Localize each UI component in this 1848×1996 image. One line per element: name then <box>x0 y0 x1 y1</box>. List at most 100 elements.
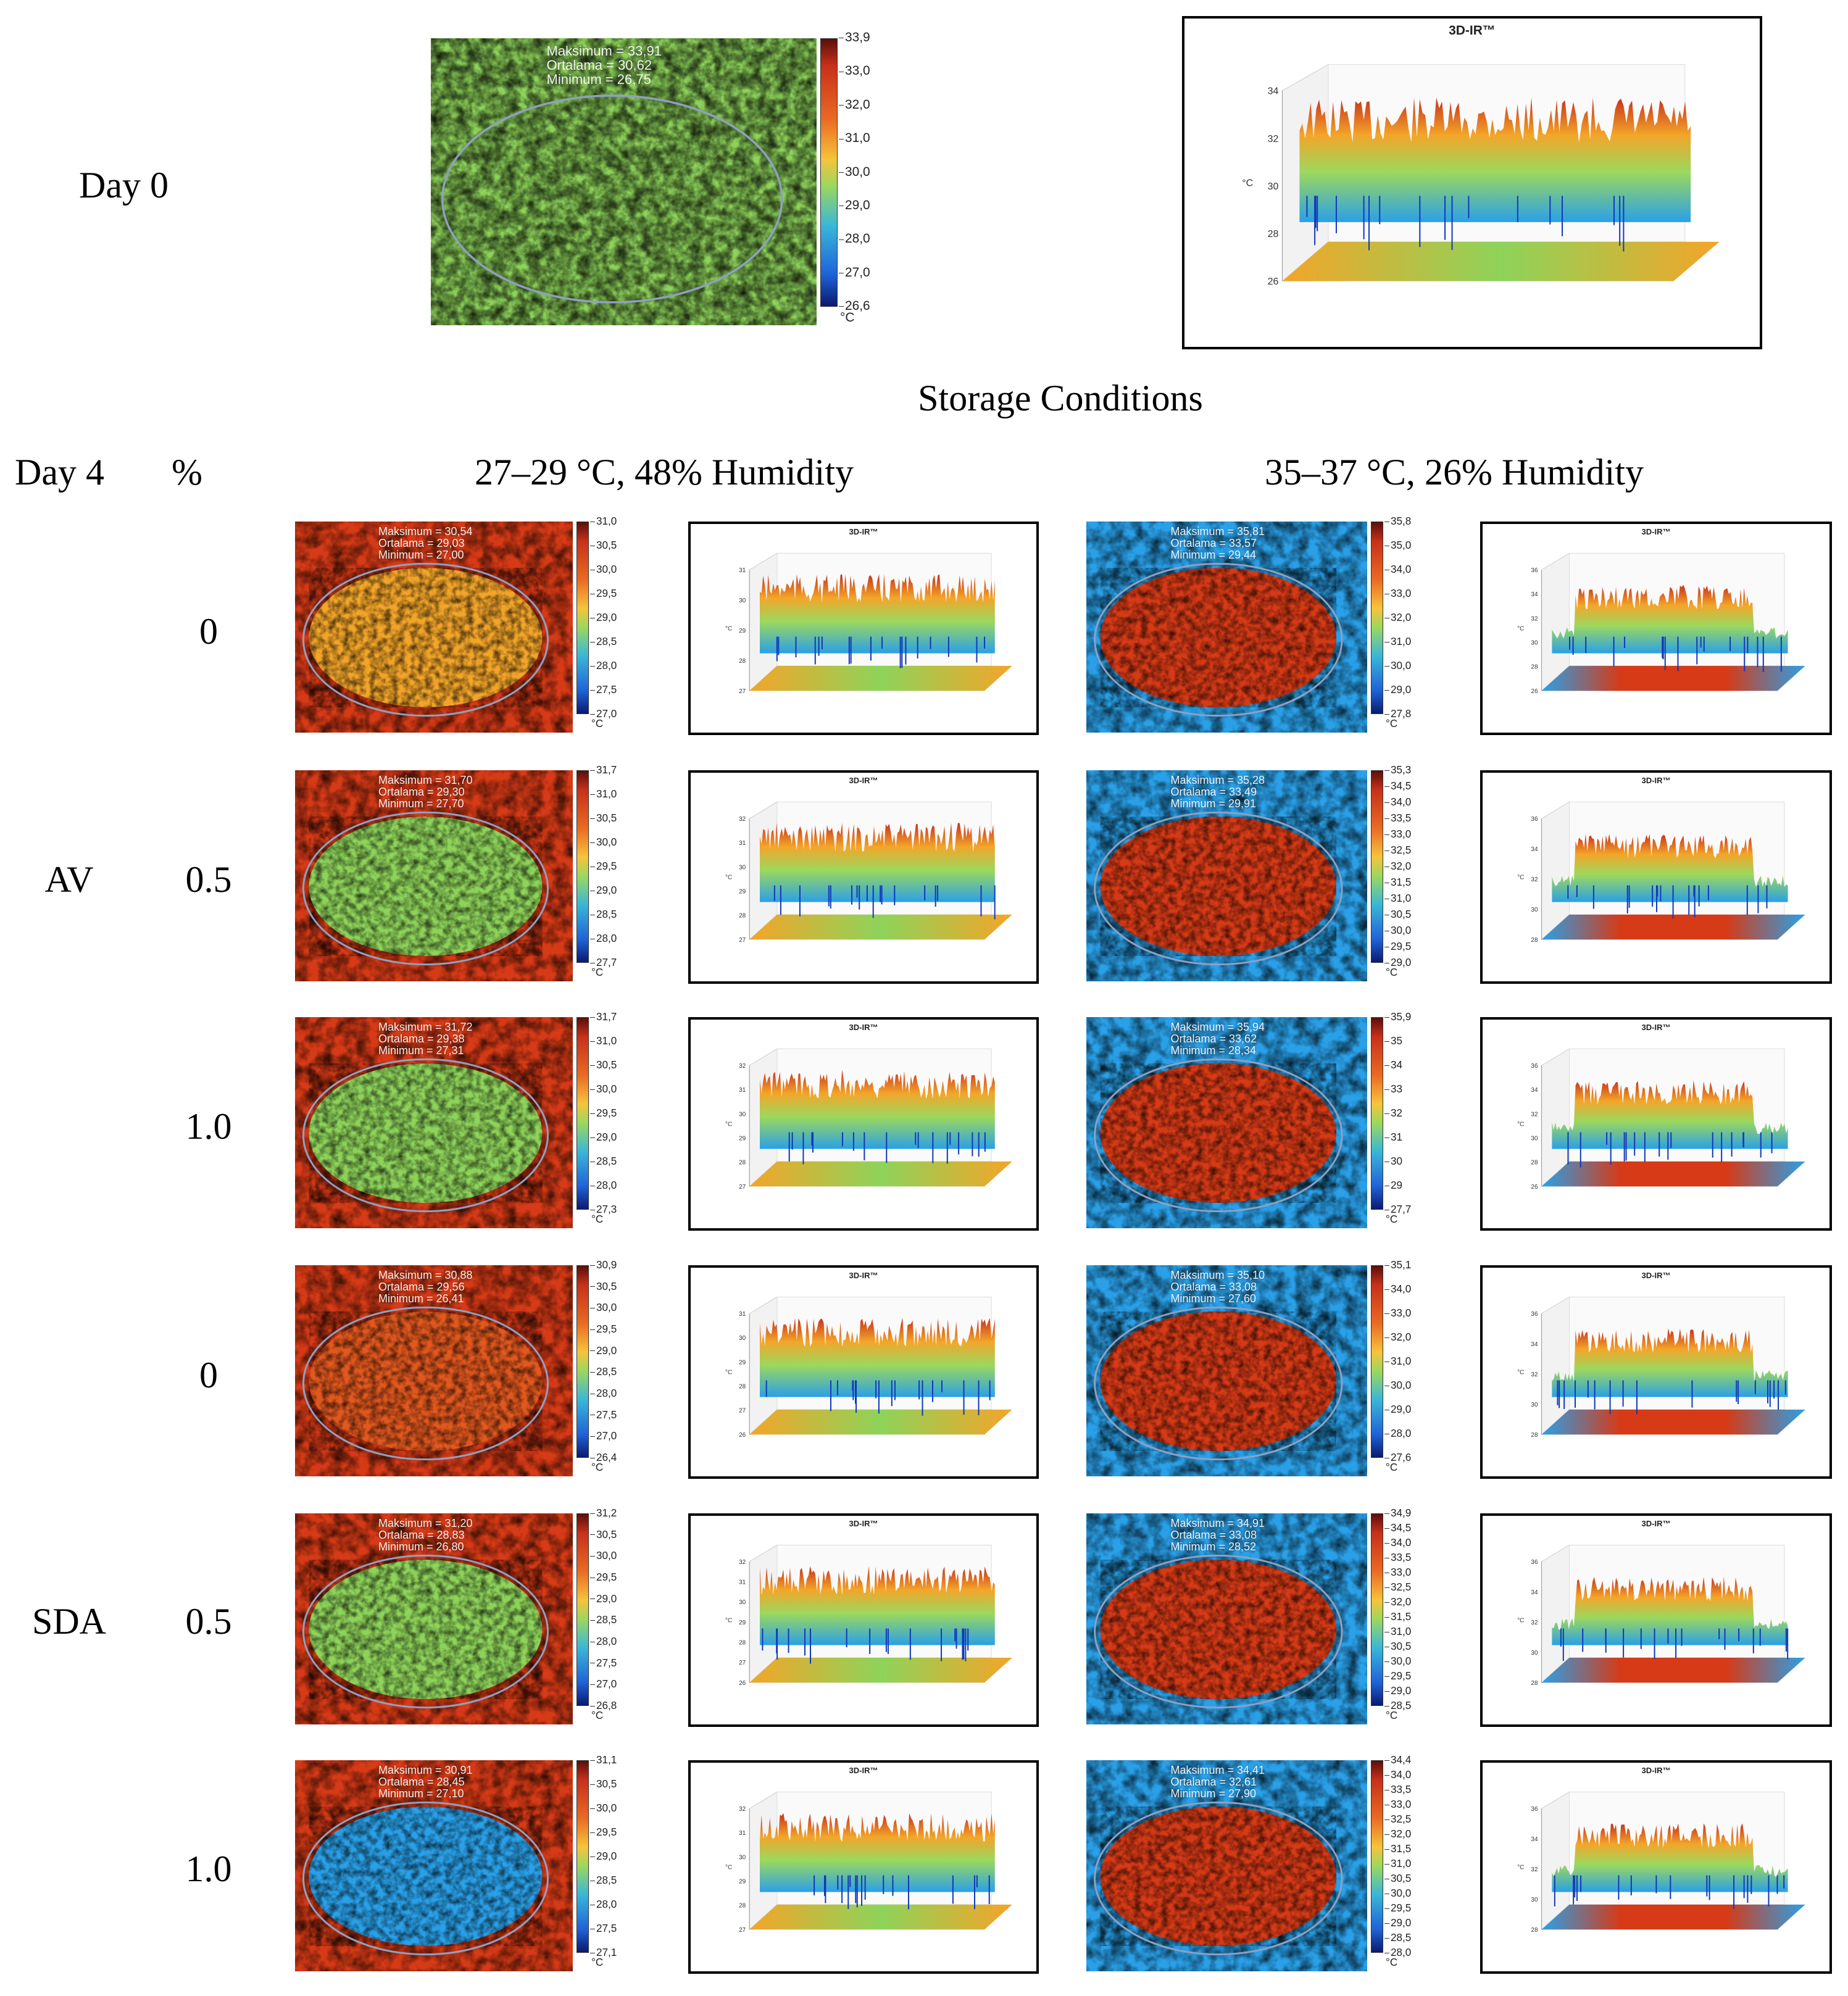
thermal-image: Maksimum = 31,20 Ortalama = 28,83 Minimum … <box>295 1508 659 1749</box>
group-label-sda: SDA <box>31 1601 107 1642</box>
temperature-stats: Maksimum = 33,91 Ortalama = 30,62 Minimum … <box>547 44 662 86</box>
axis-unit-label: °C <box>725 625 732 632</box>
scale-tick-label: 30,0 <box>839 164 870 179</box>
color-scale-bar <box>576 1265 589 1458</box>
axis-tick-label: 34 <box>1531 846 1538 853</box>
thermal-image: Maksimum = 34,91 Ortalama = 33,08 Minimum … <box>1086 1508 1454 1749</box>
axis-tick-label: 29 <box>739 1878 746 1885</box>
scale-tick-label: 27,3 <box>589 1204 617 1215</box>
temperature-stats: Maksimum = 34,41 Ortalama = 32,61 Minimum … <box>1171 1764 1265 1800</box>
axis-tick-label: 32 <box>1531 876 1538 883</box>
axis-unit-label: °C <box>1517 874 1524 881</box>
temperature-stats: Maksimum = 30,54 Ortalama = 29,03 Minimum … <box>378 525 473 561</box>
row-percent-1: 0 <box>199 611 218 652</box>
axis-tick-label: 27 <box>739 1927 746 1934</box>
stat-line: Maksimum = 30,88 <box>378 1268 473 1281</box>
temperature-stats: Maksimum = 31,20 Ortalama = 28,83 Minimum … <box>378 1516 473 1553</box>
scale-tick-label: 29,0 <box>1384 1917 1412 1929</box>
scale-tick-label: 30,5 <box>589 812 617 824</box>
color-scale-bar <box>576 522 589 714</box>
axis-tick-label: 36 <box>1531 1806 1538 1813</box>
thermal-heatmap <box>295 522 573 733</box>
stat-line: Maksimum = 31,70 <box>378 773 473 786</box>
scale-tick-label: 34,0 <box>1384 1283 1412 1295</box>
scale-tick-label: 33,5 <box>1384 1552 1412 1563</box>
scale-tick-label: 27,0 <box>839 265 870 280</box>
plot-title: 3D-IR™ <box>1641 527 1671 537</box>
stat-line: Maksimum = 30,91 <box>378 1763 473 1776</box>
3d-ir-plot: 3D-IR™ 31 30 29 28 27 26 °C <box>688 1265 1039 1479</box>
temperature-stats: Maksimum = 35,28 Ortalama = 33,49 Minimum … <box>1171 774 1265 810</box>
scale-unit-label: °C <box>1386 718 1398 730</box>
surface-plot: 31 30 29 28 27 26 °C <box>725 1296 1012 1439</box>
scale-tick-label: 29,5 <box>589 1826 617 1838</box>
scale-tick-label: 29,0 <box>589 612 617 623</box>
scale-tick-label: 32 <box>1384 1107 1403 1119</box>
thermal-heatmap <box>295 1760 573 1971</box>
scale-tick-label: 29,0 <box>589 1592 617 1605</box>
axis-tick-label: 28 <box>739 913 746 920</box>
scale-tick-label: 31,0 <box>589 788 617 800</box>
axis-tick-label: 31 <box>739 1087 746 1094</box>
scale-tick-label: 33,0 <box>1384 588 1412 599</box>
color-scale-bar <box>1371 522 1383 714</box>
condition-1-header: 27–29 °C, 48% Humidity <box>474 452 854 493</box>
scale-tick-label: 34,0 <box>1384 1769 1412 1781</box>
stat-line: Ortalama = 29,03 <box>378 536 465 549</box>
scale-tick-label: 29,0 <box>1384 684 1412 696</box>
axis-tick-label: 30 <box>1531 1402 1538 1408</box>
axis-tick-label: 36 <box>1531 567 1538 574</box>
axis-tick-label: 32 <box>1531 1371 1538 1378</box>
thermal-heatmap <box>295 1513 573 1724</box>
scale-tick-label: 28,5 <box>589 636 617 647</box>
plot-title: 3D-IR™ <box>849 527 878 537</box>
axis-tick-label: 29 <box>739 628 746 634</box>
scale-tick-label: 31,0 <box>1384 1626 1412 1637</box>
axis-tick-label: 34 <box>1531 1589 1538 1596</box>
axis-tick-label: 32 <box>1268 134 1279 144</box>
axis-tick-label: 28 <box>1531 937 1538 944</box>
temperature-stats: Maksimum = 35,81 Ortalama = 33,57 Minimum … <box>1170 525 1265 561</box>
scale-tick-label: 30,0 <box>589 1083 617 1095</box>
scale-tick-label: 30,5 <box>589 1778 617 1790</box>
stat-line: Minimum = 29,44 <box>1170 548 1257 561</box>
axis-tick-label: 31 <box>739 1830 746 1837</box>
stat-line: Maksimum = 30,54 <box>378 525 473 538</box>
axis-tick-label: 32 <box>1531 1866 1538 1873</box>
scale-tick-label: 30,5 <box>589 1059 617 1071</box>
scale-tick-label: 28,5 <box>1384 1700 1412 1711</box>
scale-tick-label: 31,5 <box>1384 876 1412 888</box>
storage-conditions-heading: Storage Conditions <box>918 378 1203 418</box>
scale-tick-label: 28,0 <box>1384 1428 1412 1439</box>
axis-tick-label: 30 <box>1531 1650 1538 1657</box>
scale-tick-label: 29,0 <box>1384 957 1412 968</box>
row-percent-5: 0.5 <box>185 1601 232 1642</box>
scale-tick-label: 30,0 <box>589 1302 617 1314</box>
surface-plot: 32 31 30 29 28 27 °C <box>725 801 1012 944</box>
scale-tick-label: 31,0 <box>1384 636 1412 647</box>
thermal-heatmap <box>1086 1760 1367 1971</box>
axis-tick-label: 28 <box>1268 229 1279 239</box>
scale-tick-label: 28,0 <box>589 1387 617 1399</box>
surface-plot: 36 34 32 30 28 °C <box>1517 1791 1805 1934</box>
axis-unit-label: °C <box>725 874 732 881</box>
scale-tick-label: 30,5 <box>1384 1640 1412 1652</box>
axis-tick-label: 30 <box>739 1335 746 1342</box>
axis-tick-label: 27 <box>739 1408 746 1415</box>
scale-tick-label: 34,4 <box>1384 1754 1412 1766</box>
percent-header: % <box>172 452 202 493</box>
axis-tick-label: 34 <box>1531 1087 1538 1094</box>
scale-tick-label: 27,6 <box>1384 1452 1412 1463</box>
axis-tick-label: 30 <box>1268 181 1279 192</box>
plot-title: 3D-IR™ <box>849 1271 878 1281</box>
thermal-image: Maksimum = 30,91 Ortalama = 28,45 Minimum … <box>295 1755 659 1996</box>
stat-line: Minimum = 27,00 <box>378 548 464 561</box>
stat-line: Maksimum = 35,94 <box>1170 1020 1265 1033</box>
scale-tick-label: 30,0 <box>589 563 617 575</box>
axis-tick-label: 30 <box>1531 1135 1538 1142</box>
scale-tick-label: 32,5 <box>1384 1581 1412 1593</box>
thermal-heatmap <box>1086 522 1367 733</box>
surface-plot: 36 34 32 30 28 °C <box>1517 801 1805 944</box>
stat-line: Maksimum = 31,20 <box>378 1516 473 1529</box>
color-scale-bar <box>1371 1265 1383 1458</box>
